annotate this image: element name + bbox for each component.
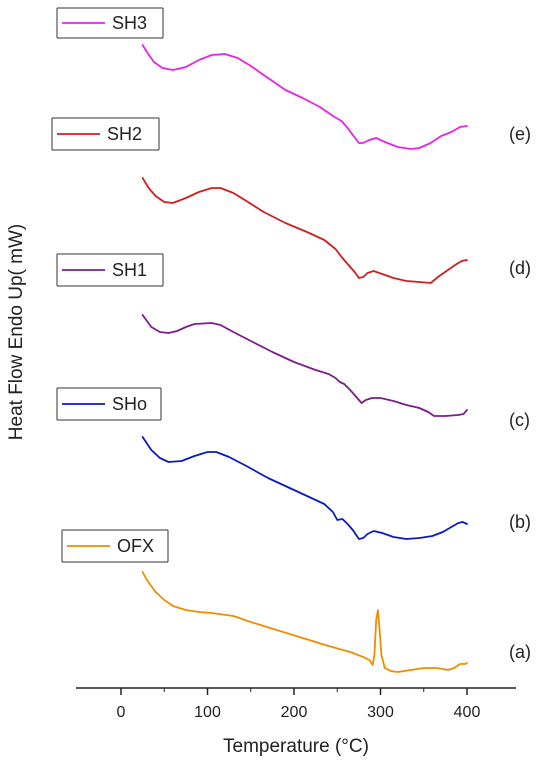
panel-letter-sh3: (e) (509, 124, 531, 144)
legend-label: OFX (117, 536, 154, 556)
legend-sh3: SH3 (56, 7, 164, 39)
legend-sh2: SH2 (51, 117, 160, 151)
panel-letter-ofx: (a) (509, 642, 531, 662)
x-tick-label-3: 300 (367, 704, 394, 721)
panel-letters-layer: (a) (b) (c) (d) (e) (509, 124, 531, 662)
legend-sho: SHo (56, 387, 162, 421)
x-tick-label-0: 0 (117, 704, 126, 721)
legend-label: SHo (112, 394, 147, 414)
curves-layer (141, 44, 468, 673)
panel-letter-sh2: (d) (509, 258, 531, 278)
legend-label: SH2 (107, 124, 142, 144)
legend-label: SH3 (112, 13, 147, 33)
legends-layer: OFX SHo SH1 SH2 SH3 (51, 7, 169, 563)
curve-sh1 (141, 314, 468, 417)
x-ticks-layer: 0 100 200 300 400 (117, 688, 481, 721)
legend-ofx: OFX (61, 529, 169, 563)
x-tick-label-2: 200 (281, 704, 308, 721)
y-axis-title: Heat Flow Endo Up( mW) (6, 224, 27, 440)
curve-ofx (141, 571, 468, 673)
x-axis-title: Temperature (°C) (223, 736, 369, 757)
panel-letter-sho: (b) (509, 512, 531, 532)
legend-label: SH1 (112, 260, 147, 280)
curve-sh3 (141, 44, 468, 150)
curve-sho (141, 436, 468, 540)
curve-sh2 (141, 177, 468, 284)
x-tick-label-1: 100 (194, 704, 221, 721)
x-tick-label-4: 400 (454, 704, 481, 721)
panel-letter-sh1: (c) (509, 410, 530, 430)
legend-sh1: SH1 (56, 253, 164, 287)
